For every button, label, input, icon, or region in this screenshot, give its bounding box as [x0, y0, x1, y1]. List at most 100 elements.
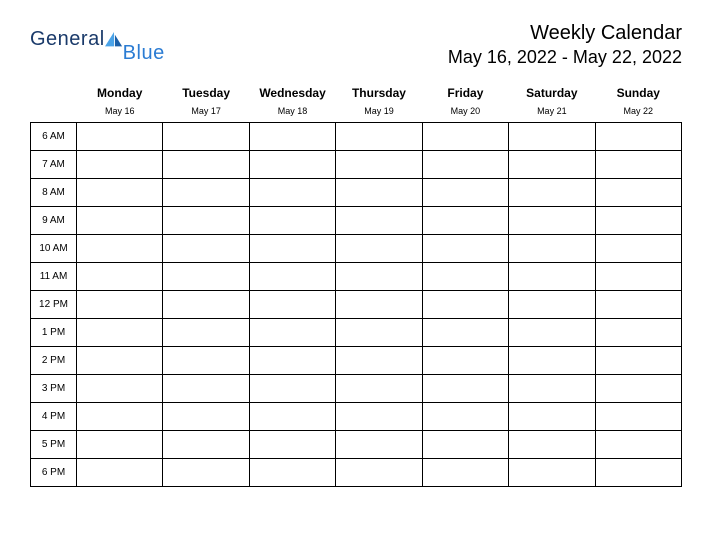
time-slot[interactable] [595, 151, 681, 179]
time-slot[interactable] [595, 319, 681, 347]
time-slot[interactable] [77, 207, 163, 235]
time-slot[interactable] [509, 123, 595, 151]
time-slot[interactable] [77, 347, 163, 375]
time-slot[interactable] [509, 291, 595, 319]
time-slot[interactable] [163, 151, 249, 179]
time-slot[interactable] [249, 179, 335, 207]
time-slot[interactable] [249, 347, 335, 375]
day-name: Tuesday [163, 86, 249, 100]
time-slot[interactable] [595, 291, 681, 319]
time-slot[interactable] [163, 431, 249, 459]
day-name: Wednesday [249, 86, 335, 100]
hour-row: 7 AM [31, 151, 682, 179]
time-slot[interactable] [595, 123, 681, 151]
time-slot[interactable] [509, 459, 595, 487]
time-slot[interactable] [249, 151, 335, 179]
time-slot[interactable] [163, 123, 249, 151]
time-slot[interactable] [336, 263, 422, 291]
time-slot[interactable] [77, 403, 163, 431]
time-slot[interactable] [595, 431, 681, 459]
time-slot[interactable] [336, 459, 422, 487]
time-slot[interactable] [422, 403, 508, 431]
header-row: Monday May 16 Tuesday May 17 Wednesday M… [31, 82, 682, 123]
time-slot[interactable] [422, 263, 508, 291]
time-slot[interactable] [509, 319, 595, 347]
time-slot[interactable] [422, 375, 508, 403]
time-slot[interactable] [77, 431, 163, 459]
time-slot[interactable] [163, 179, 249, 207]
time-slot[interactable] [249, 123, 335, 151]
time-slot[interactable] [509, 235, 595, 263]
time-slot[interactable] [336, 319, 422, 347]
time-slot[interactable] [163, 347, 249, 375]
time-slot[interactable] [336, 291, 422, 319]
time-slot[interactable] [422, 235, 508, 263]
time-slot[interactable] [163, 403, 249, 431]
time-slot[interactable] [422, 431, 508, 459]
time-slot[interactable] [249, 403, 335, 431]
time-slot[interactable] [422, 459, 508, 487]
time-slot[interactable] [77, 179, 163, 207]
time-slot[interactable] [249, 235, 335, 263]
hour-row: 5 PM [31, 431, 682, 459]
time-slot[interactable] [509, 431, 595, 459]
time-slot[interactable] [509, 207, 595, 235]
time-slot[interactable] [336, 123, 422, 151]
time-slot[interactable] [595, 347, 681, 375]
time-slot[interactable] [77, 319, 163, 347]
time-slot[interactable] [77, 263, 163, 291]
time-slot[interactable] [163, 263, 249, 291]
time-slot[interactable] [77, 459, 163, 487]
time-slot[interactable] [422, 347, 508, 375]
time-slot[interactable] [163, 291, 249, 319]
brand-logo: General Blue [30, 22, 169, 51]
time-slot[interactable] [509, 263, 595, 291]
time-slot[interactable] [595, 235, 681, 263]
time-slot[interactable] [249, 291, 335, 319]
time-slot[interactable] [509, 151, 595, 179]
time-slot[interactable] [336, 431, 422, 459]
time-slot[interactable] [77, 375, 163, 403]
time-slot[interactable] [509, 375, 595, 403]
time-slot[interactable] [163, 319, 249, 347]
time-slot[interactable] [77, 291, 163, 319]
time-slot[interactable] [249, 375, 335, 403]
time-slot[interactable] [422, 179, 508, 207]
time-slot[interactable] [336, 151, 422, 179]
time-slot[interactable] [595, 207, 681, 235]
time-slot[interactable] [249, 207, 335, 235]
time-slot[interactable] [422, 291, 508, 319]
time-slot[interactable] [422, 123, 508, 151]
time-slot[interactable] [336, 235, 422, 263]
time-slot[interactable] [249, 459, 335, 487]
time-slot[interactable] [163, 207, 249, 235]
time-slot[interactable] [163, 235, 249, 263]
time-slot[interactable] [422, 151, 508, 179]
time-slot[interactable] [336, 375, 422, 403]
time-slot[interactable] [249, 263, 335, 291]
hour-row: 6 AM [31, 123, 682, 151]
day-date: May 16 [77, 106, 163, 116]
time-slot[interactable] [336, 207, 422, 235]
time-slot[interactable] [595, 403, 681, 431]
time-slot[interactable] [509, 403, 595, 431]
time-slot[interactable] [77, 151, 163, 179]
time-slot[interactable] [77, 235, 163, 263]
time-slot[interactable] [509, 179, 595, 207]
time-slot[interactable] [163, 375, 249, 403]
time-slot[interactable] [595, 459, 681, 487]
time-slot[interactable] [163, 459, 249, 487]
time-slot[interactable] [336, 347, 422, 375]
time-slot[interactable] [249, 431, 335, 459]
hour-row: 10 AM [31, 235, 682, 263]
time-slot[interactable] [422, 319, 508, 347]
time-slot[interactable] [336, 403, 422, 431]
time-slot[interactable] [336, 179, 422, 207]
time-slot[interactable] [509, 347, 595, 375]
time-slot[interactable] [249, 319, 335, 347]
time-slot[interactable] [595, 179, 681, 207]
time-slot[interactable] [77, 123, 163, 151]
time-slot[interactable] [422, 207, 508, 235]
time-slot[interactable] [595, 263, 681, 291]
time-slot[interactable] [595, 375, 681, 403]
